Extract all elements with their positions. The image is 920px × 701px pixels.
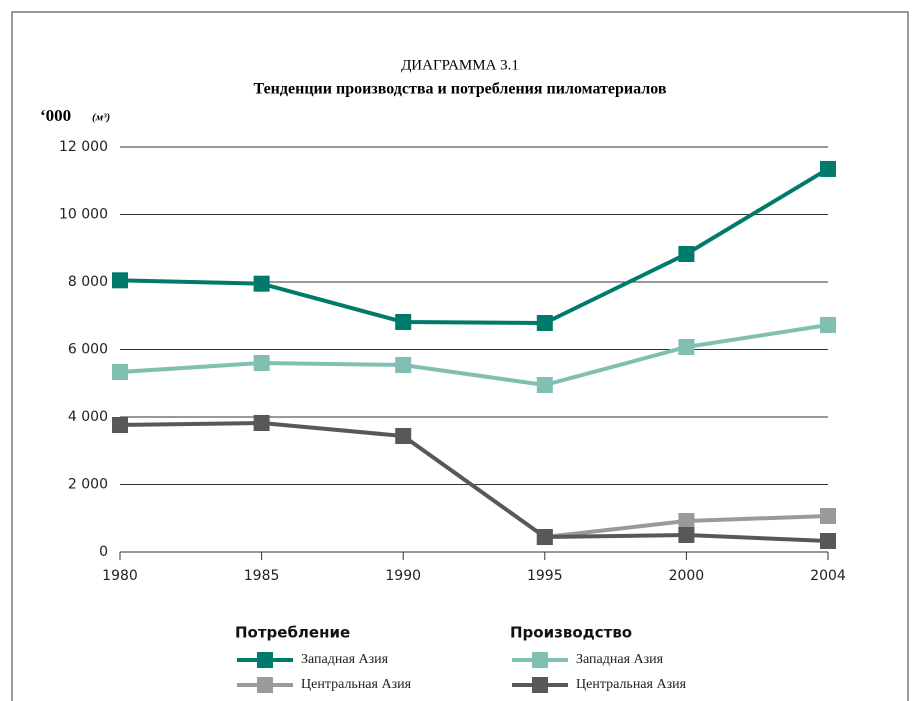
marker [112,272,128,289]
x-tick-label: 1985 [244,568,280,584]
x-tick-label: 1995 [527,568,563,584]
y-tick-label: 4 000 [68,409,108,425]
frame [11,11,909,701]
y-tick-label: 6 000 [68,342,108,358]
marker [536,529,553,546]
y-axis-unit: (м³) [92,112,110,124]
marker [253,275,270,292]
legend-marker [532,677,548,693]
legend-label: Западная Азия [576,652,664,667]
legend-label: Западная Азия [301,652,389,667]
marker [678,513,695,530]
legend-label: Центральная Азия [576,677,687,692]
marker [820,160,836,177]
marker [678,526,695,543]
x-tick-label: 1990 [385,568,421,584]
legend-title: Потребление [235,624,350,642]
marker [395,356,412,373]
series-line [119,421,829,543]
legend-marker [257,652,273,668]
y-tick-label: 2 000 [68,477,108,493]
y-tick-label: 12 000 [59,139,108,155]
x-tick-label: 1980 [102,568,138,584]
marker [820,316,836,333]
marker [395,428,412,445]
x-tick-label: 2004 [810,568,846,584]
legend-marker [257,677,273,693]
chart-subtitle: ДИАГРАММА 3.1 [401,57,519,73]
marker [820,532,836,549]
chart-title: Тенденции производства и потребления пил… [254,81,667,98]
marker [112,364,128,381]
marker [253,355,270,371]
y-tick-label: 10 000 [59,207,108,223]
marker [678,245,695,262]
x-tick-label: 2000 [669,568,705,584]
marker [253,415,270,432]
marker [112,416,128,433]
marker [820,507,836,524]
y-axis-label: ‘000 [40,106,71,125]
series-line [119,323,829,388]
marker [395,313,412,330]
marker [678,339,695,356]
y-tick-label: 8 000 [68,274,108,290]
series-line [119,167,830,326]
marker [536,377,553,394]
legend-title: Производство [510,624,632,642]
legend-label: Центральная Азия [301,677,412,692]
y-tick-label: 0 [99,544,108,560]
legend-marker [532,652,548,668]
marker [536,315,553,332]
